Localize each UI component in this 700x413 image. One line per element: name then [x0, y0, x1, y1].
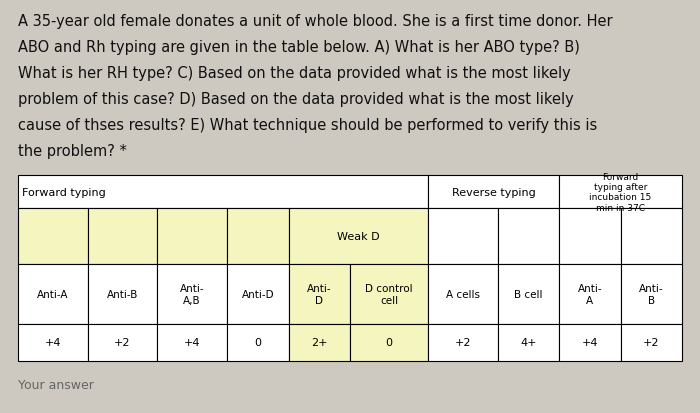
Bar	[498, 209, 559, 265]
Bar	[559, 324, 620, 361]
Text: D control
cell: D control cell	[365, 284, 413, 305]
Bar	[158, 324, 227, 361]
Bar	[288, 265, 350, 324]
Bar	[428, 209, 498, 265]
Text: Anti-
D: Anti- D	[307, 284, 332, 305]
Text: ABO and Rh typing are given in the table below. A) What is her ABO type? B): ABO and Rh typing are given in the table…	[18, 40, 580, 55]
Text: +4: +4	[184, 337, 200, 348]
Text: Reverse typing: Reverse typing	[452, 187, 536, 197]
Text: +4: +4	[582, 337, 598, 348]
Text: the problem? *: the problem? *	[18, 144, 127, 159]
Text: Forward
typing after
incubation 15
min in 37C: Forward typing after incubation 15 min i…	[589, 172, 652, 212]
Text: +4: +4	[45, 337, 61, 348]
Bar	[158, 265, 227, 324]
Bar	[227, 209, 288, 265]
Text: 0: 0	[254, 337, 261, 348]
Bar	[350, 324, 428, 361]
Bar	[158, 209, 227, 265]
Text: 4+: 4+	[520, 337, 536, 348]
Bar	[428, 265, 498, 324]
Bar	[498, 324, 559, 361]
Bar	[288, 209, 428, 265]
Text: problem of this case? D) Based on the data provided what is the most likely: problem of this case? D) Based on the da…	[18, 92, 574, 107]
Text: Anti-
A: Anti- A	[578, 284, 602, 305]
Bar	[227, 324, 288, 361]
Bar	[559, 176, 682, 209]
Bar	[88, 324, 158, 361]
Bar	[288, 324, 350, 361]
Bar	[498, 265, 559, 324]
Bar	[559, 265, 620, 324]
Text: What is her RH type? C) Based on the data provided what is the most likely: What is her RH type? C) Based on the dat…	[18, 66, 570, 81]
Text: 2+: 2+	[311, 337, 328, 348]
Bar	[18, 324, 88, 361]
Text: Anti-
A,B: Anti- A,B	[180, 284, 204, 305]
Bar	[428, 324, 498, 361]
Text: Anti-
B: Anti- B	[639, 284, 664, 305]
Text: Weak D: Weak D	[337, 232, 379, 242]
Text: A cells: A cells	[446, 290, 480, 299]
Bar	[227, 265, 288, 324]
Bar	[350, 265, 428, 324]
Bar	[18, 265, 88, 324]
Text: 0: 0	[386, 337, 393, 348]
Text: Anti-D: Anti-D	[241, 290, 274, 299]
Bar	[18, 209, 88, 265]
Bar	[428, 176, 559, 209]
Bar	[620, 265, 682, 324]
Text: +2: +2	[114, 337, 131, 348]
Text: +2: +2	[643, 337, 659, 348]
Text: B cell: B cell	[514, 290, 542, 299]
Bar	[559, 209, 620, 265]
Text: Anti-A: Anti-A	[37, 290, 69, 299]
Bar	[620, 324, 682, 361]
Text: +2: +2	[454, 337, 471, 348]
Text: Anti-B: Anti-B	[107, 290, 138, 299]
Bar	[88, 209, 158, 265]
Text: Your answer: Your answer	[18, 378, 94, 391]
Bar	[88, 265, 158, 324]
Text: Forward typing: Forward typing	[22, 187, 106, 197]
Bar	[18, 176, 428, 209]
Bar	[620, 209, 682, 265]
Text: cause of thses results? E) What technique should be performed to verify this is: cause of thses results? E) What techniqu…	[18, 118, 597, 133]
Text: A 35-year old female donates a unit of whole blood. She is a first time donor. H: A 35-year old female donates a unit of w…	[18, 14, 612, 29]
